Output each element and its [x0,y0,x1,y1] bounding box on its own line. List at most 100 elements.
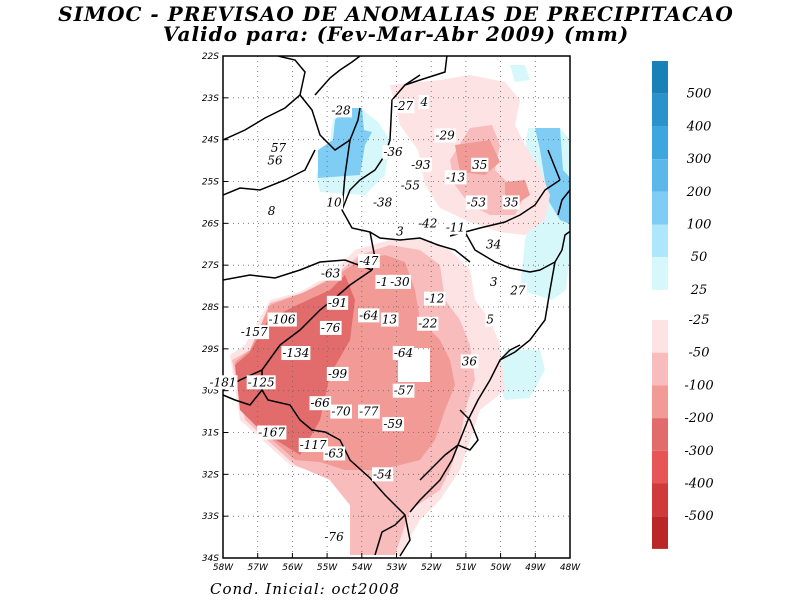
anomaly-value-text: -125 [248,375,275,389]
lon-tick-label: 51W [456,563,477,573]
colorbar-swatch [652,93,668,127]
anomaly-value-text: -59 [383,417,403,431]
anomaly-value: -64 [358,308,380,323]
anomaly-value-bg [358,404,380,419]
colorbar-swatch [652,159,668,192]
anomaly-value-bg [323,530,346,545]
colorbar-swatch [652,320,668,353]
anomaly-value: -181 [208,375,238,390]
lon-tick-label: 54W [352,563,373,573]
anomaly-value-text: 35 [503,195,518,209]
lat-tick-label: 29S [202,345,219,355]
anomaly-value-bg [392,99,415,114]
anomaly-value-bg [326,366,349,381]
anomaly-value-bg [269,141,288,156]
colorbar-label: -200 [684,411,713,426]
colorbar-label: -400 [684,477,713,492]
anomaly-value-text: 56 [267,154,283,168]
colorbar-label: 100 [687,218,712,233]
anomaly-value: 3 [395,224,406,239]
anomaly-value: -28 [330,103,353,118]
lat-tick-label: 33S [202,512,219,522]
colorbar-swatch [652,516,668,549]
anomaly-value: -77 [358,404,380,419]
anomaly-value-bg [371,467,394,482]
anomaly-value-bg [382,417,405,432]
anomaly-value: -13 [444,170,467,185]
anomaly-value-text: -30 [390,275,410,289]
anomaly-value-text: -28 [331,103,351,117]
anomaly-value: -12 [424,291,446,306]
initial-condition: Cond. Inicial: oct2008 [210,580,401,598]
anomaly-value-text: -63 [324,446,344,460]
anomaly-value-bg [417,216,439,231]
anomaly-value: 4 [418,95,430,110]
anomaly-value: -42 [417,216,439,231]
anomaly-value-text: -117 [300,438,327,452]
lat-tick-label: 23S [202,94,219,104]
anomaly-value: 56 [266,153,285,168]
lon-tick-label: 56W [282,563,303,573]
lat-tick-label: 27S [202,261,219,271]
anomaly-value-text: -12 [425,292,444,306]
anomaly-value-bg [281,346,311,361]
anomaly-value: -70 [330,404,353,419]
anomaly-value-bg [266,153,285,168]
anomaly-value-bg [319,266,342,281]
positive-anomaly-area [510,65,530,82]
lat-tick-label: 25S [202,178,219,188]
anomaly-value-text: -167 [258,426,285,440]
anomaly-value: -93 [410,157,432,172]
anomaly-value: 36 [460,354,479,369]
anomaly-value: 35 [471,157,489,172]
anomaly-value-text: 13 [382,313,398,327]
anomaly-value: -157 [239,325,270,340]
anomaly-value: 13 [380,312,399,327]
colorbar-swatch [652,61,668,94]
lat-tick-label: 31S [202,429,219,439]
lon-tick-label: 48W [560,563,581,573]
anomaly-value-bg [444,220,467,235]
lat-tick-label: 26S [202,219,219,229]
colorbar-swatch [652,257,668,290]
anomaly-value-bg [380,312,399,327]
colorbar-swatch [652,191,668,225]
anomaly-value-text: -99 [328,367,348,381]
anomaly-value-text: 3 [490,275,498,289]
anomaly-value-bg [382,145,405,160]
anomaly-value-bg [239,325,270,340]
anomaly-value-text: -38 [373,195,393,209]
political-borders [223,56,570,557]
anomaly-value-text: 3 [396,225,404,239]
anomaly-value-text: -157 [241,325,268,339]
anomaly-value-bg [323,446,346,461]
anomaly-value-text: -77 [359,405,379,419]
anomaly-value-text: -134 [282,346,309,360]
anomaly-value-bg [471,157,489,172]
lon-tick-label: 53W [386,563,407,573]
anomaly-value: 35 [502,195,520,210]
anomaly-value-text: -53 [467,195,487,209]
lat-tick-label: 22S [202,52,219,62]
lon-tick-label: 49W [525,563,546,573]
negative-anomaly-area [235,275,355,455]
anomaly-value: -47 [358,253,380,268]
anomaly-value-text: -64 [359,308,378,322]
colorbar-label: -500 [684,509,713,524]
anomaly-value-bg [319,320,342,335]
anomaly-value-text: -66 [310,396,330,410]
colorbar-label: 500 [687,87,712,102]
colorbar-label: -25 [689,313,710,328]
anomaly-value-bg [392,346,415,361]
map-title: SIMOC - PREVISAO DE ANOMALIAS DE PRECIPI… [58,2,734,26]
anomaly-value: -22 [417,316,439,331]
anomaly-value-text: -106 [269,313,296,327]
lat-tick-label: 32S [202,470,219,480]
anomaly-value-bg [330,404,353,419]
colorbar-swatch [652,126,668,160]
anomaly-value: -53 [465,195,488,210]
anomaly-value-bg [246,375,276,390]
anomaly-value-bg [488,274,499,289]
anomaly-value-bg [358,253,380,268]
